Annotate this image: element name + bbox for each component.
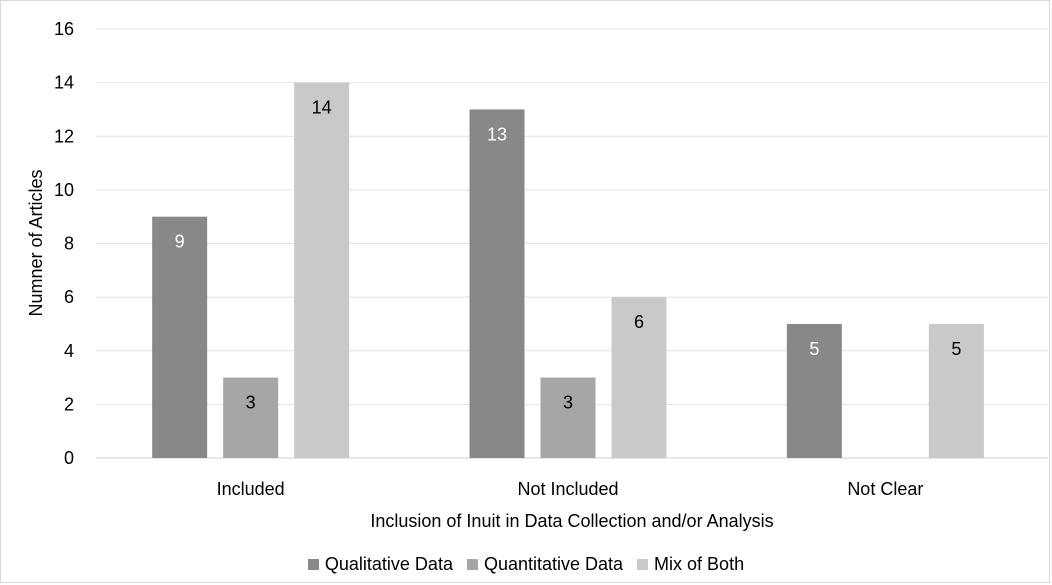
bar-qualitative-data <box>152 216 208 458</box>
bars: 9 3 14 13 3 6 5 5 <box>152 82 984 458</box>
data-label: 3 <box>246 393 256 413</box>
y-tick-label: 2 <box>64 394 74 414</box>
y-tick-label: 4 <box>64 341 74 361</box>
y-tick-label: 16 <box>54 19 74 39</box>
x-tick-label: Not Clear <box>847 479 923 499</box>
legend-swatch <box>466 558 478 570</box>
x-tick-label: Included <box>217 479 285 499</box>
data-label: 5 <box>951 339 961 359</box>
y-tick-label: 0 <box>64 448 74 468</box>
y-tick-label: 12 <box>54 126 74 146</box>
y-tick-label: 6 <box>64 287 74 307</box>
legend-label: Qualitative Data <box>324 553 453 574</box>
bar-mix-of-both <box>611 297 667 458</box>
legend: Qualitative Data Quantitative Data Mix of … <box>0 552 1052 576</box>
legend-swatch <box>637 558 649 570</box>
bar-mix-of-both <box>294 82 350 458</box>
x-axis-ticks: Included Not Included Not Clear <box>217 479 924 499</box>
data-label: 3 <box>563 393 573 413</box>
legend-item: Qualitative Data <box>307 553 453 575</box>
data-label: 5 <box>809 339 819 359</box>
bar-quantitative-data <box>540 377 596 458</box>
bar-qualitative-data <box>786 323 842 458</box>
bar-qualitative-data <box>469 109 525 458</box>
y-tick-label: 10 <box>54 180 74 200</box>
x-axis-label: Inclusion of Inuit in Data Collection an… <box>370 511 773 531</box>
bar-mix-of-both <box>928 323 984 458</box>
data-label: 6 <box>634 312 644 332</box>
data-label: 14 <box>312 98 332 118</box>
legend-item: Mix of Both <box>637 554 744 575</box>
x-tick-label: Not Included <box>517 479 618 499</box>
data-label: 13 <box>487 124 507 144</box>
y-tick-label: 14 <box>54 73 74 93</box>
legend-item: Quantitative Data <box>466 553 624 575</box>
y-axis-label: Numner of Articles <box>26 169 46 316</box>
data-label: 9 <box>175 232 185 252</box>
y-axis-ticks: 0 2 4 6 8 10 12 14 16 <box>54 19 74 468</box>
legend-label: Quantitative Data <box>483 553 624 574</box>
bar-quantitative-data <box>223 377 279 458</box>
legend-label: Mix of Both <box>654 553 745 574</box>
legend-swatch <box>307 558 319 570</box>
y-tick-label: 8 <box>64 234 74 254</box>
